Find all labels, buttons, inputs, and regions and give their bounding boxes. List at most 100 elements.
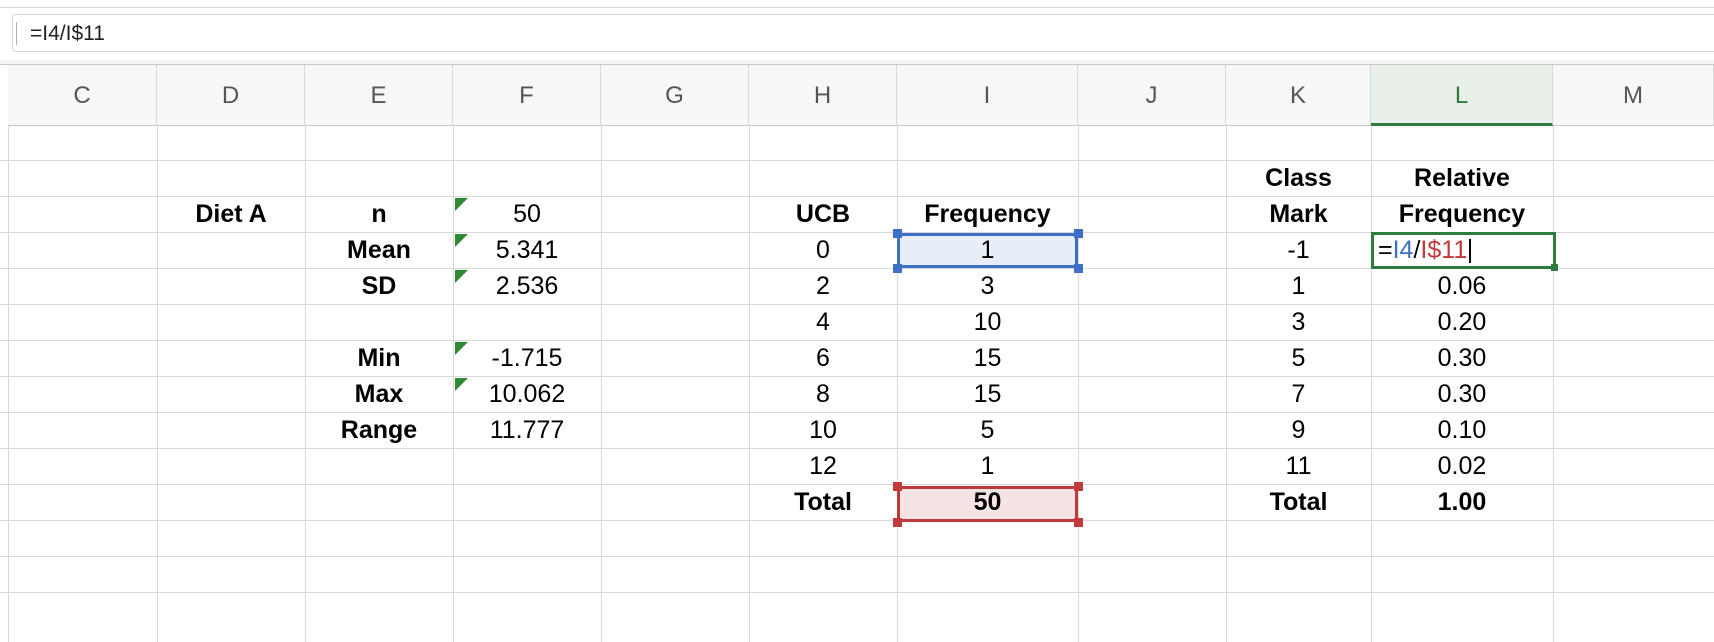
frequency-cell[interactable]: 15 <box>973 380 1002 408</box>
class-mark-header-line1[interactable]: Class <box>1265 164 1332 192</box>
gridline <box>1553 126 1554 642</box>
stat-value[interactable]: 50 <box>513 200 541 228</box>
ucb-cell[interactable]: 10 <box>809 416 837 444</box>
selected-range-i4[interactable] <box>897 233 1078 268</box>
ucb-cell[interactable]: 0 <box>816 236 830 264</box>
ucb-cell[interactable]: 6 <box>816 344 830 372</box>
range-handle[interactable] <box>893 229 902 238</box>
stat-label[interactable]: Min <box>357 344 401 372</box>
formula-bar-separator <box>16 22 17 45</box>
stat-label[interactable]: Max <box>354 380 404 408</box>
error-indicator-icon[interactable] <box>455 234 468 247</box>
class-mark-header-line2[interactable]: Mark <box>1269 200 1328 228</box>
column-header-g[interactable]: G <box>601 65 749 126</box>
gridline <box>0 520 1714 521</box>
gridline <box>0 592 1714 593</box>
toolbar-divider <box>0 7 1714 8</box>
ucb-cell[interactable]: 4 <box>816 308 830 336</box>
text-cursor <box>1469 239 1472 264</box>
range-handle[interactable] <box>893 482 902 491</box>
ucb-header[interactable]: UCB <box>795 200 851 228</box>
error-indicator-icon[interactable] <box>455 270 468 283</box>
frequency-cell[interactable]: 15 <box>973 344 1002 372</box>
relative-total[interactable]: 1.00 <box>1437 488 1487 516</box>
frequency-cell[interactable]: 10 <box>973 308 1002 336</box>
class-mark-cell[interactable]: -1 <box>1287 236 1310 264</box>
relative-cell[interactable]: 0.30 <box>1437 380 1487 408</box>
stat-label[interactable]: n <box>371 200 387 228</box>
range-handle[interactable] <box>1074 518 1083 527</box>
relative-cell[interactable]: 0.30 <box>1437 344 1487 372</box>
column-header-j[interactable]: J <box>1078 65 1226 126</box>
column-header-i[interactable]: I <box>897 65 1078 126</box>
class-mark-total-label[interactable]: Total <box>1269 488 1328 516</box>
class-mark-cell[interactable]: 1 <box>1291 272 1306 300</box>
error-indicator-icon[interactable] <box>455 378 468 391</box>
ucb-cell[interactable]: 12 <box>809 452 837 480</box>
class-mark-cell[interactable]: 5 <box>1291 344 1306 372</box>
fill-handle[interactable] <box>1551 264 1558 271</box>
stat-value[interactable]: 10.062 <box>488 380 566 408</box>
column-header-c[interactable]: C <box>8 65 157 126</box>
relative-cell[interactable]: 0.10 <box>1437 416 1487 444</box>
stat-value[interactable] <box>453 304 601 340</box>
column-header-d[interactable]: D <box>157 65 305 126</box>
relative-header-line2[interactable]: Frequency <box>1398 200 1526 228</box>
frequency-total[interactable]: 50 <box>973 488 1002 516</box>
frequency-cell[interactable]: 1 <box>980 236 995 264</box>
selected-range-i11[interactable] <box>897 486 1078 522</box>
ucb-cell[interactable]: 8 <box>816 380 830 408</box>
gridline <box>601 126 602 642</box>
cell-formula-text[interactable]: =I4/I$11 <box>1378 235 1472 265</box>
stat-value[interactable]: 2.536 <box>495 272 559 300</box>
relative-cell[interactable]: 0.02 <box>1437 452 1487 480</box>
gridline <box>1371 126 1372 642</box>
formula-input[interactable]: =I4/I$11 <box>12 14 1714 52</box>
class-mark-cell[interactable]: 7 <box>1291 380 1306 408</box>
active-cell-editor[interactable]: =I4/I$11 <box>1371 232 1558 271</box>
column-header-l[interactable]: L <box>1371 65 1553 126</box>
summary-title[interactable]: Diet A <box>195 200 267 228</box>
class-mark-cell[interactable]: 9 <box>1291 416 1306 444</box>
range-handle[interactable] <box>893 264 902 273</box>
frequency-header[interactable]: Frequency <box>924 200 1051 228</box>
class-mark-cell[interactable]: 11 <box>1285 452 1312 480</box>
gridline <box>749 126 750 642</box>
column-header-m[interactable]: M <box>1553 65 1714 126</box>
range-handle[interactable] <box>893 518 902 527</box>
gridline <box>0 160 1714 161</box>
relative-cell[interactable]: 0.20 <box>1437 308 1487 336</box>
relative-cell[interactable]: 0.06 <box>1437 272 1487 300</box>
stat-value[interactable]: -1.715 <box>491 344 563 372</box>
frequency-cell[interactable]: 1 <box>980 452 995 480</box>
spreadsheet-grid[interactable]: C D E F G H I J K L M Diet A n Mean SD M… <box>0 65 1714 642</box>
stat-value[interactable]: 5.341 <box>495 236 559 264</box>
gridline <box>0 196 1714 197</box>
formula-divide: / <box>1413 236 1421 264</box>
formula-text: =I4/I$11 <box>30 22 105 45</box>
column-header-e[interactable]: E <box>305 65 453 126</box>
column-header-h[interactable]: H <box>749 65 897 126</box>
class-mark-cell[interactable]: 3 <box>1291 308 1306 336</box>
formula-equals: = <box>1378 236 1393 264</box>
relative-header-line1[interactable]: Relative <box>1414 164 1510 192</box>
total-label[interactable]: Total <box>794 488 852 516</box>
error-indicator-icon[interactable] <box>455 342 468 355</box>
gridline <box>0 304 1714 305</box>
gridline <box>0 268 1714 269</box>
stat-label[interactable]: Mean <box>347 236 411 264</box>
frequency-cell[interactable]: 5 <box>980 416 995 444</box>
gridline <box>8 126 9 642</box>
column-header-k[interactable]: K <box>1226 65 1371 126</box>
column-header-f[interactable]: F <box>453 65 601 126</box>
frequency-cell[interactable]: 3 <box>980 272 995 300</box>
range-handle[interactable] <box>1074 229 1083 238</box>
ucb-cell[interactable]: 2 <box>816 272 830 300</box>
stat-value[interactable]: 11.777 <box>489 416 565 444</box>
stat-label[interactable]: Range <box>340 416 418 444</box>
range-handle[interactable] <box>1074 482 1083 491</box>
stat-label[interactable] <box>305 304 453 340</box>
stat-label[interactable]: SD <box>361 272 397 300</box>
range-handle[interactable] <box>1074 264 1083 273</box>
error-indicator-icon[interactable] <box>455 198 468 211</box>
